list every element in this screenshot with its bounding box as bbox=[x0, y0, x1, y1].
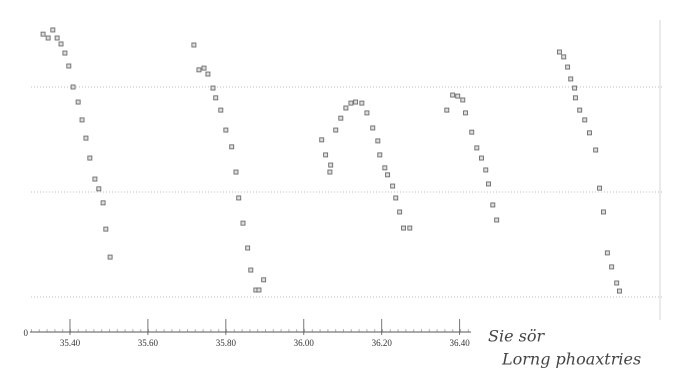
annotation: Lorng phoaxtries bbox=[501, 350, 641, 369]
point bbox=[92, 176, 98, 182]
point bbox=[370, 125, 376, 131]
point bbox=[338, 115, 344, 121]
point bbox=[593, 147, 599, 153]
point bbox=[54, 35, 60, 41]
point bbox=[609, 264, 615, 270]
point bbox=[58, 41, 64, 47]
x-tick-label: 36.00 bbox=[294, 338, 315, 348]
x-tick-label: 35.80 bbox=[216, 338, 237, 348]
point bbox=[205, 71, 211, 77]
point bbox=[223, 127, 229, 133]
point bbox=[229, 144, 235, 150]
point bbox=[319, 137, 325, 143]
point bbox=[353, 99, 359, 105]
point bbox=[490, 202, 496, 208]
minor-ticks bbox=[31, 320, 471, 334]
point bbox=[582, 117, 588, 123]
point bbox=[577, 107, 583, 113]
point bbox=[397, 209, 403, 215]
point bbox=[62, 50, 68, 56]
point bbox=[327, 169, 333, 175]
point bbox=[261, 277, 267, 283]
point bbox=[245, 245, 251, 251]
point bbox=[343, 105, 349, 111]
point bbox=[359, 100, 365, 106]
point bbox=[382, 165, 388, 171]
point bbox=[444, 107, 450, 113]
point bbox=[614, 280, 620, 286]
point bbox=[565, 64, 571, 70]
point bbox=[460, 97, 466, 103]
x-tick-label: 36.20 bbox=[372, 338, 393, 348]
point bbox=[236, 195, 242, 201]
point bbox=[201, 65, 207, 71]
point bbox=[233, 169, 239, 175]
point bbox=[107, 254, 113, 260]
point bbox=[96, 186, 102, 192]
point bbox=[483, 167, 489, 173]
annotation: Sie sör bbox=[488, 327, 545, 346]
point bbox=[572, 95, 578, 101]
point bbox=[616, 288, 622, 294]
point bbox=[70, 84, 76, 90]
point bbox=[601, 209, 606, 215]
point bbox=[50, 27, 56, 33]
point bbox=[218, 107, 224, 113]
point bbox=[248, 267, 254, 273]
point bbox=[469, 129, 475, 135]
point bbox=[556, 49, 562, 55]
point bbox=[572, 85, 578, 91]
point bbox=[40, 31, 46, 37]
point bbox=[323, 152, 329, 158]
point bbox=[375, 138, 381, 144]
point bbox=[196, 67, 202, 73]
point bbox=[87, 155, 93, 161]
point bbox=[586, 130, 592, 136]
point bbox=[390, 183, 396, 189]
point bbox=[75, 99, 81, 105]
point bbox=[83, 135, 89, 141]
point bbox=[561, 54, 567, 60]
point bbox=[568, 76, 574, 82]
point bbox=[45, 35, 51, 41]
point bbox=[479, 155, 484, 161]
point bbox=[450, 92, 456, 98]
x-tick-label: 35.60 bbox=[138, 338, 159, 348]
point bbox=[240, 220, 246, 226]
point bbox=[333, 127, 339, 133]
point bbox=[103, 226, 109, 232]
point bbox=[385, 172, 391, 178]
point bbox=[100, 200, 106, 206]
point bbox=[328, 162, 334, 168]
point bbox=[486, 181, 491, 187]
point bbox=[79, 117, 85, 123]
point bbox=[213, 95, 219, 101]
y-tick-label: 0 bbox=[24, 328, 29, 338]
point bbox=[597, 185, 603, 191]
point bbox=[494, 217, 500, 223]
point bbox=[66, 63, 72, 69]
point bbox=[191, 42, 197, 48]
point bbox=[256, 287, 262, 293]
x-tick-label: 36.40 bbox=[450, 338, 471, 348]
point bbox=[463, 110, 468, 116]
point bbox=[377, 152, 383, 158]
point bbox=[364, 110, 370, 116]
point bbox=[393, 195, 399, 201]
point bbox=[348, 100, 354, 106]
point bbox=[401, 225, 407, 231]
point bbox=[407, 225, 413, 231]
point bbox=[455, 93, 461, 99]
point bbox=[210, 85, 216, 91]
x-tick-label: 35.40 bbox=[60, 338, 81, 348]
point bbox=[474, 145, 480, 151]
point bbox=[604, 250, 610, 256]
